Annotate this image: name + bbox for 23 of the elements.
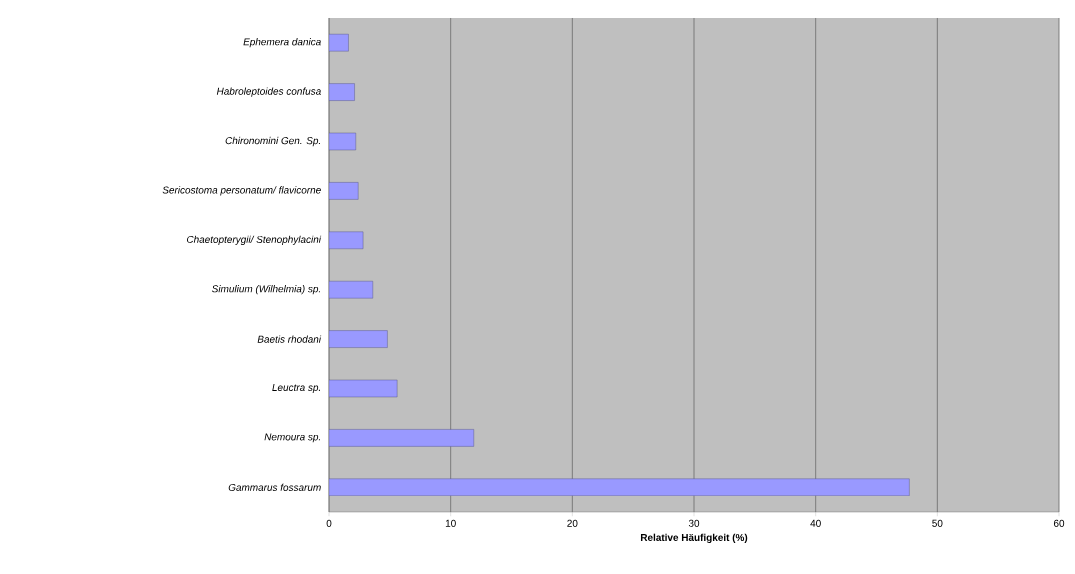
- y-tick-label: Habroleptoides confusa: [216, 87, 321, 97]
- x-tick-label: 40: [810, 519, 821, 527]
- bar: [329, 330, 388, 348]
- bar: [329, 280, 374, 299]
- x-tick-label: 60: [1053, 519, 1065, 527]
- y-tick-label: Chaetopterygii/ Stenophylacini: [186, 235, 322, 245]
- y-tick-label: Nemoura sp.: [264, 433, 320, 443]
- x-tick-label: 20: [567, 519, 578, 527]
- x-axis-title: Relative Häufigkeit (%): [640, 533, 748, 543]
- y-tick-label: Baetis rhodani: [257, 335, 322, 343]
- x-tick-label: 50: [932, 519, 943, 527]
- y-tick-label: Sericostoma personatum/ flavicorne: [162, 186, 321, 196]
- y-tick-label: Simulium (Wilhelmia) sp.: [212, 285, 320, 295]
- x-tick-label: 30: [688, 519, 700, 527]
- bar: [329, 182, 359, 200]
- bar: [329, 478, 910, 496]
- y-tick-label: Ephemera danica: [243, 38, 321, 48]
- y-tick-label: Chironomini Gen. Sp.: [225, 136, 320, 147]
- y-tick-label: Leuctra sp.: [272, 384, 320, 393]
- x-tick-label: 0: [326, 519, 332, 527]
- y-tick-label: Gammarus fossarum: [228, 483, 321, 491]
- x-tick-label: 10: [445, 519, 456, 527]
- bar: [329, 429, 474, 447]
